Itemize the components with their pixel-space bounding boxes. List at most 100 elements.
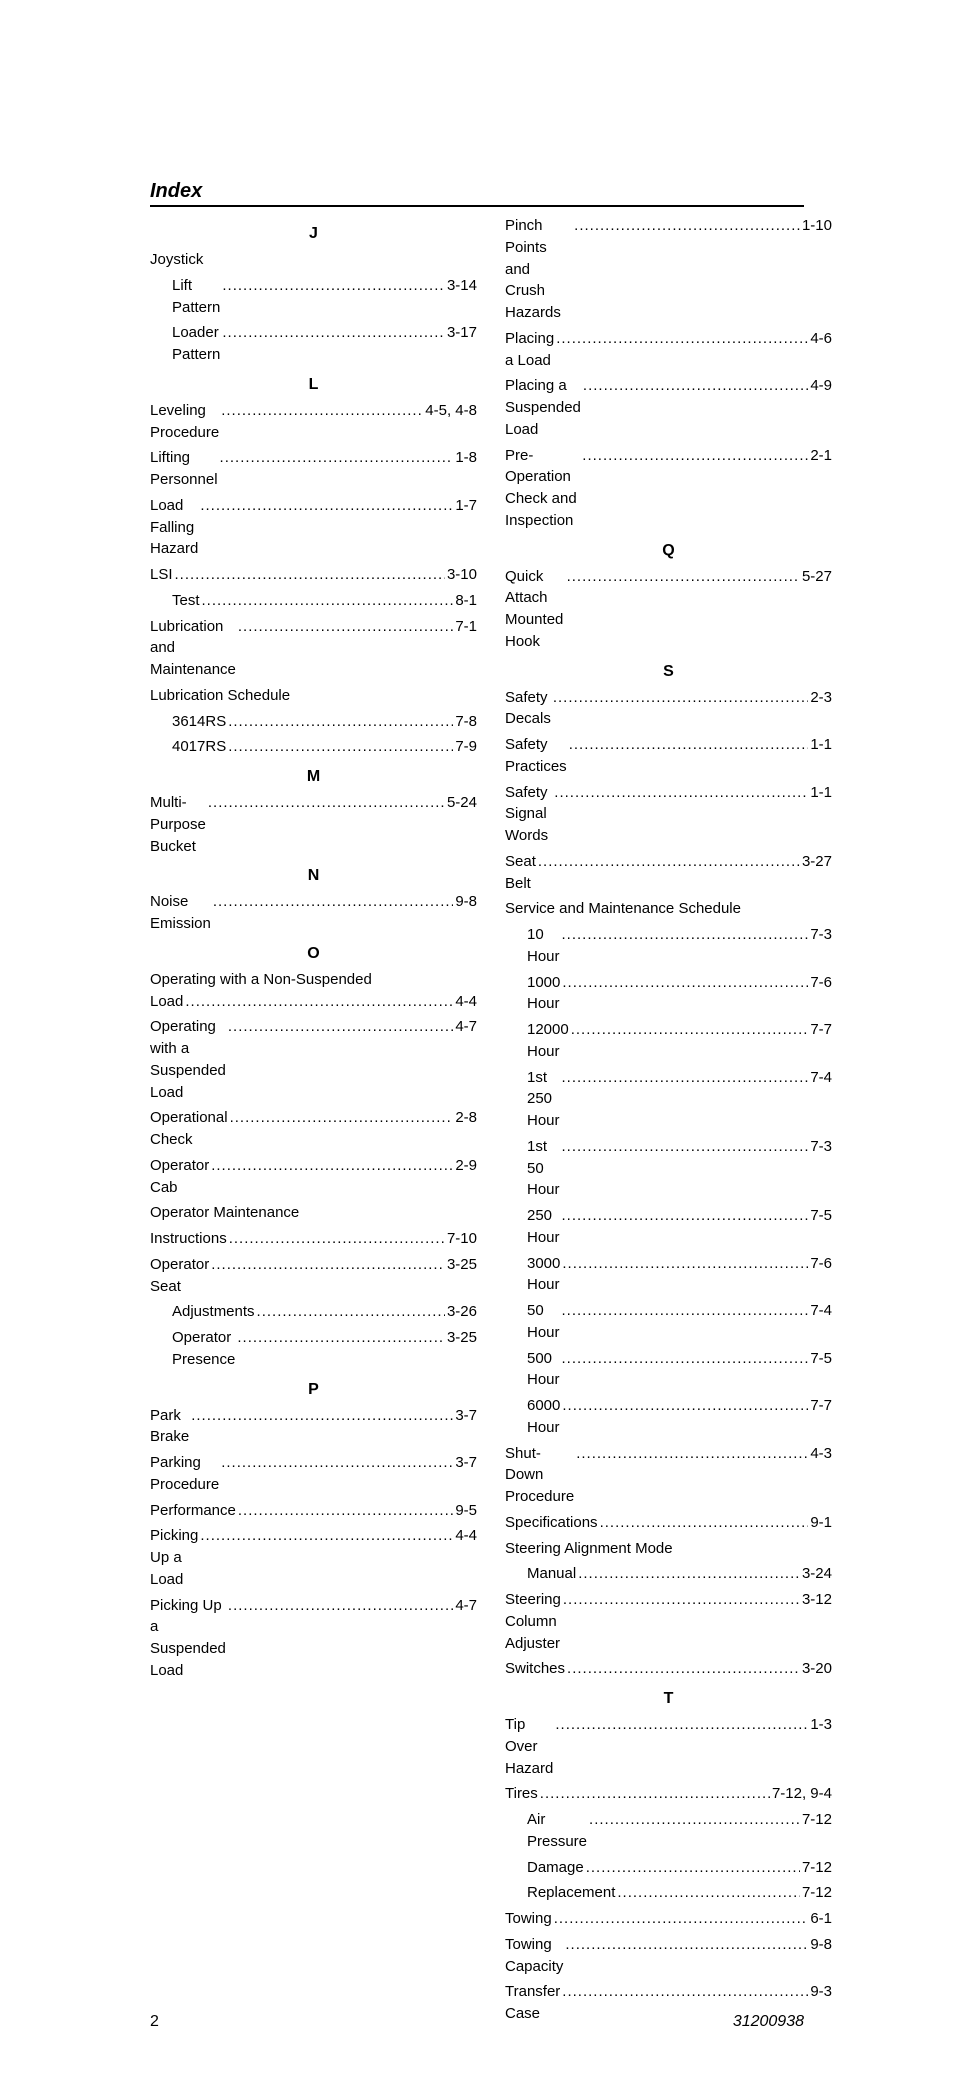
index-subentry: 10 Hour7-3 <box>505 924 832 968</box>
index-entry: Safety Decals2-3 <box>505 687 832 731</box>
index-subentry: Damage7-12 <box>505 1857 832 1879</box>
index-entry: Operating with a Suspended Load4-7 <box>150 1016 477 1103</box>
leader-dots <box>200 495 453 517</box>
footer-doc-number: 31200938 <box>733 2013 804 2031</box>
entry-label: 4017RS <box>172 736 228 758</box>
entry-page: 7-1 <box>453 616 477 638</box>
index-entry: Leveling Procedure 4-5, 4-8 <box>150 400 477 444</box>
index-subentry: Loader Pattern 3-17 <box>150 322 477 366</box>
leader-dots <box>228 736 453 758</box>
entry-page: 4-5, 4-8 <box>423 400 477 422</box>
page-title: Index <box>150 180 804 207</box>
entry-label-line1: Operating with a Non-Suspended <box>150 969 477 991</box>
entry-label: Loader Pattern <box>172 322 222 366</box>
leader-dots <box>230 1107 454 1129</box>
left-column: JJoystickLift Pattern3-14Loader Pattern3… <box>150 215 477 2029</box>
leader-dots <box>540 1783 770 1805</box>
entry-label: 1st 50 Hour <box>527 1136 562 1201</box>
entry-page: 3-10 <box>445 564 477 586</box>
entry-page: 7-12 <box>800 1809 832 1831</box>
entry-page: 2-8 <box>453 1107 477 1129</box>
leader-dots <box>200 1525 453 1547</box>
entry-label: Placing a Suspended Load <box>505 375 583 440</box>
index-entry: Picking Up a Suspended Load4-7 <box>150 1595 477 1682</box>
leader-dots <box>571 1019 809 1041</box>
leader-dots <box>238 616 453 638</box>
index-subentry: 1000 Hour 7-6 <box>505 972 832 1016</box>
index-entry: Steering Column Adjuster3-12 <box>505 1589 832 1654</box>
leader-dots <box>578 1563 800 1585</box>
leader-dots <box>220 447 454 469</box>
index-entry: Pinch Points and Crush Hazards1-10 <box>505 215 832 324</box>
index-entry: Towing6-1 <box>505 1908 832 1930</box>
entry-page: 3-25 <box>445 1254 477 1276</box>
entry-page: 7-6 <box>808 972 832 994</box>
entry-page: 7-4 <box>808 1300 832 1322</box>
page-footer: 2 31200938 <box>150 2013 804 2031</box>
index-subentry: 12000 Hour7-7 <box>505 1019 832 1063</box>
leader-dots <box>562 1067 809 1089</box>
entry-label: Safety Practices <box>505 734 569 778</box>
entry-page: 3-12 <box>800 1589 832 1611</box>
index-subentry: 4017RS7-9 <box>150 736 477 758</box>
leader-dots <box>185 991 453 1013</box>
entry-label: Lifting Personnel <box>150 447 220 491</box>
entry-label: Leveling Procedure <box>150 400 221 444</box>
entry-label: Parking Procedure <box>150 1452 221 1496</box>
leader-dots <box>582 445 808 467</box>
index-subentry: 6000 Hour7-7 <box>505 1395 832 1439</box>
leader-dots <box>221 400 423 422</box>
index-header: Operator Maintenance <box>150 1202 477 1224</box>
leader-dots <box>562 1253 808 1275</box>
index-subentry: 1st 250 Hour7-4 <box>505 1067 832 1132</box>
leader-dots <box>222 322 445 344</box>
entry-page: 4-7 <box>453 1016 477 1038</box>
leader-dots <box>563 1589 800 1611</box>
entry-label: Placing a Load <box>505 328 556 372</box>
entry-page: 7-6 <box>808 1253 832 1275</box>
leader-dots <box>538 851 800 873</box>
entry-label: 500 Hour <box>527 1348 562 1392</box>
index-subentry: Lift Pattern3-14 <box>150 275 477 319</box>
entry-label: 1000 Hour <box>527 972 562 1016</box>
index-letter: P <box>150 1381 477 1399</box>
leader-dots <box>213 891 453 913</box>
leader-dots <box>583 375 808 397</box>
entry-label: Test <box>172 590 202 612</box>
entry-page: 7-4 <box>808 1067 832 1089</box>
index-entry: Parking Procedure3-7 <box>150 1452 477 1496</box>
leader-dots <box>228 1595 453 1617</box>
entry-page: 9-8 <box>808 1934 832 1956</box>
entry-label: 3000 Hour <box>527 1253 562 1297</box>
entry-label: Operational Check <box>150 1107 230 1151</box>
leader-dots <box>228 1016 453 1038</box>
index-entry: Placing a Suspended Load4-9 <box>505 375 832 440</box>
entry-label: Picking Up a Suspended Load <box>150 1595 228 1682</box>
leader-dots <box>567 1658 800 1680</box>
leader-dots <box>565 1934 808 1956</box>
leader-dots <box>553 687 808 709</box>
leader-dots <box>554 1908 809 1930</box>
leader-dots <box>569 734 809 756</box>
index-letter: L <box>150 376 477 394</box>
index-entry: Shut-Down Procedure4-3 <box>505 1443 832 1508</box>
leader-dots <box>229 1228 445 1250</box>
entry-page: 7-3 <box>808 924 832 946</box>
entry-page: 3-17 <box>445 322 477 344</box>
entry-label: Lubrication and Maintenance <box>150 616 238 681</box>
index-subentry: Adjustments3-26 <box>150 1301 477 1323</box>
index-header: Lubrication Schedule <box>150 685 477 707</box>
leader-dots <box>576 1443 808 1465</box>
entry-page: 7-10 <box>445 1228 477 1250</box>
entry-label: Load Falling Hazard <box>150 495 200 560</box>
entry-label: 12000 Hour <box>527 1019 571 1063</box>
entry-label: Instructions <box>150 1228 229 1250</box>
entry-label: 250 Hour <box>527 1205 562 1249</box>
entry-page: 7-12, 9-4 <box>770 1783 832 1805</box>
entry-label: 3614RS <box>172 711 228 733</box>
entry-label: Seat Belt <box>505 851 538 895</box>
leader-dots <box>562 1395 808 1417</box>
leader-dots <box>574 215 800 237</box>
entry-page: 5-24 <box>445 792 477 814</box>
entry-label: Picking Up a Load <box>150 1525 200 1590</box>
